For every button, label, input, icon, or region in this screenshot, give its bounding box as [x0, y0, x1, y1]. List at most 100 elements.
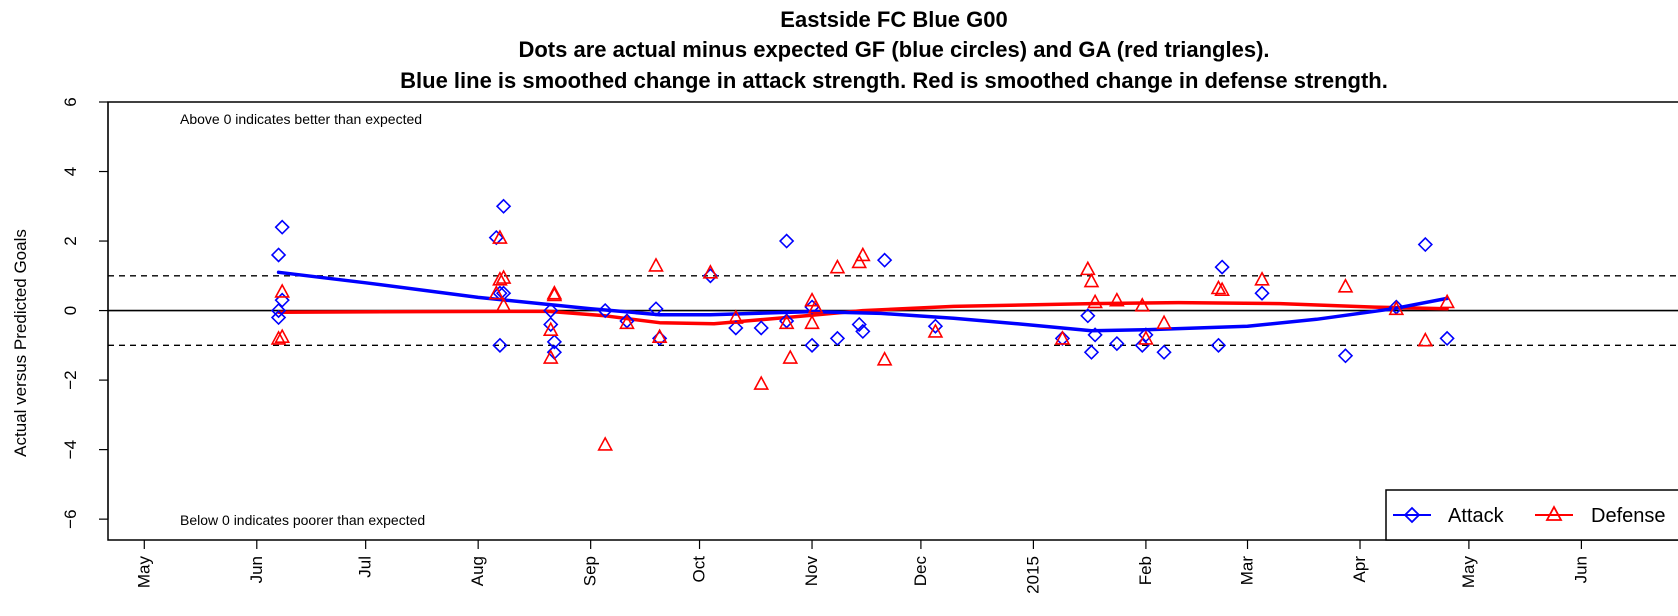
- plot-frame: [107, 101, 1678, 541]
- defense-point: [876, 351, 893, 366]
- attack-point: [927, 318, 944, 334]
- defense-point: [1134, 297, 1151, 312]
- attack-point: [728, 320, 744, 336]
- defense-point: [1156, 314, 1172, 330]
- defense-point: [1210, 279, 1227, 295]
- defense-point: [854, 246, 871, 262]
- attack-point: [648, 301, 664, 317]
- y-tick-label: 2: [61, 236, 80, 245]
- y-tick-label: 4: [61, 167, 80, 176]
- attack-point: [829, 330, 846, 347]
- attack-point: [855, 323, 871, 340]
- y-tick-label: −4: [61, 440, 80, 459]
- attack-point: [597, 302, 613, 319]
- defense-point: [1054, 330, 1071, 345]
- attack-point: [543, 316, 559, 333]
- attack-point: [492, 285, 508, 301]
- legend-attack-label: Attack: [1448, 505, 1505, 527]
- defense-point: [542, 349, 559, 364]
- defense-point: [804, 314, 820, 330]
- legend-defense-triangle: [1545, 505, 1563, 521]
- y-tick-label: 0: [61, 306, 80, 315]
- attack-point: [1417, 236, 1433, 253]
- defense-point: [1439, 293, 1455, 309]
- attack-point: [274, 219, 290, 235]
- defense-point: [829, 258, 846, 274]
- attack-point: [270, 247, 287, 263]
- defense-point: [702, 264, 719, 279]
- y-tick-label: −2: [61, 370, 80, 389]
- attack-point: [753, 320, 769, 336]
- defense-point: [495, 269, 512, 284]
- attack-point: [1083, 344, 1100, 360]
- defense-point: [1109, 291, 1125, 307]
- defense-point: [753, 375, 770, 390]
- attack-point: [851, 316, 867, 333]
- defense-point: [274, 283, 291, 298]
- defense-point: [1388, 300, 1405, 316]
- attack-point: [492, 337, 508, 353]
- attack-point: [1254, 285, 1270, 301]
- defense-point: [778, 314, 795, 330]
- attack-point: [1087, 327, 1103, 343]
- attack-point: [1156, 344, 1172, 360]
- x-tick-label: Apr: [1350, 556, 1369, 583]
- title-line-2: Dots are actual minus expected GF (blue …: [518, 37, 1269, 62]
- x-tick-label: May: [1459, 556, 1478, 589]
- attack-point: [876, 252, 893, 268]
- defense-point: [546, 285, 563, 300]
- defense-point: [542, 321, 559, 337]
- defense-point: [1337, 278, 1354, 293]
- title-line-1: Eastside FC Blue G00: [780, 7, 1007, 32]
- defense-point: [648, 257, 664, 272]
- attack-point: [1214, 259, 1230, 275]
- defense-point: [1087, 293, 1103, 309]
- legend-box: [1385, 489, 1678, 541]
- attack-point: [488, 229, 504, 246]
- attack-point: [651, 330, 668, 347]
- x-axis: May Jun Jul Aug Sep Oct Nov Dec 2015 Feb Mar Apr May…: [134, 540, 1590, 594]
- x-tick-label: Sep: [581, 556, 600, 586]
- defense-point: [1083, 272, 1100, 288]
- annotation-below: Below 0 indicates poorer than expected: [180, 512, 425, 528]
- y-axis: −6 −4 −2 0 2 4 6: [61, 97, 109, 529]
- legend-defense-label: Defense: [1591, 505, 1666, 527]
- chart-title: Eastside FC Blue G00 Dots are actual min…: [400, 7, 1388, 93]
- attack-point: [1439, 330, 1455, 347]
- attack-point: [1210, 337, 1227, 353]
- y-tick-label: −6: [61, 509, 80, 528]
- defense-point: [495, 297, 512, 312]
- x-tick-label: Nov: [802, 556, 821, 587]
- attack-point: [1109, 335, 1125, 352]
- x-tick-label: May: [134, 556, 153, 589]
- defense-point: [488, 285, 505, 300]
- attack-point: [274, 292, 290, 308]
- defense-point: [1214, 281, 1230, 297]
- x-tick-label: 2015: [1023, 556, 1042, 594]
- defense-point: [492, 271, 508, 286]
- attack-point: [1080, 308, 1096, 324]
- defense-point: [927, 323, 944, 338]
- attack-point: [804, 337, 820, 353]
- defense-point: [274, 328, 291, 343]
- title-line-3: Blue line is smoothed change in attack s…: [400, 68, 1388, 93]
- defense-point: [807, 298, 824, 314]
- x-tick-label: Jul: [356, 556, 375, 578]
- x-tick-label: Jun: [247, 556, 266, 583]
- defense-point: [597, 436, 614, 451]
- annotation-above: Above 0 indicates better than expected: [180, 111, 422, 127]
- x-tick-label: Oct: [690, 556, 709, 583]
- defense-point: [270, 330, 287, 345]
- attack-point: [1054, 330, 1071, 347]
- attack-point: [495, 198, 512, 214]
- defense-point: [546, 286, 563, 302]
- attack-point: [270, 302, 287, 319]
- x-tick-label: Dec: [911, 556, 930, 587]
- y-axis-label: Actual versus Predicted Goals: [11, 229, 30, 457]
- defense-point: [1254, 271, 1270, 286]
- defense-point: [619, 314, 635, 330]
- legend-attack-diamond: [1403, 506, 1421, 524]
- defense-point: [1138, 330, 1154, 345]
- defense-point: [782, 349, 799, 364]
- attack-smooth-line: [276, 270, 1449, 333]
